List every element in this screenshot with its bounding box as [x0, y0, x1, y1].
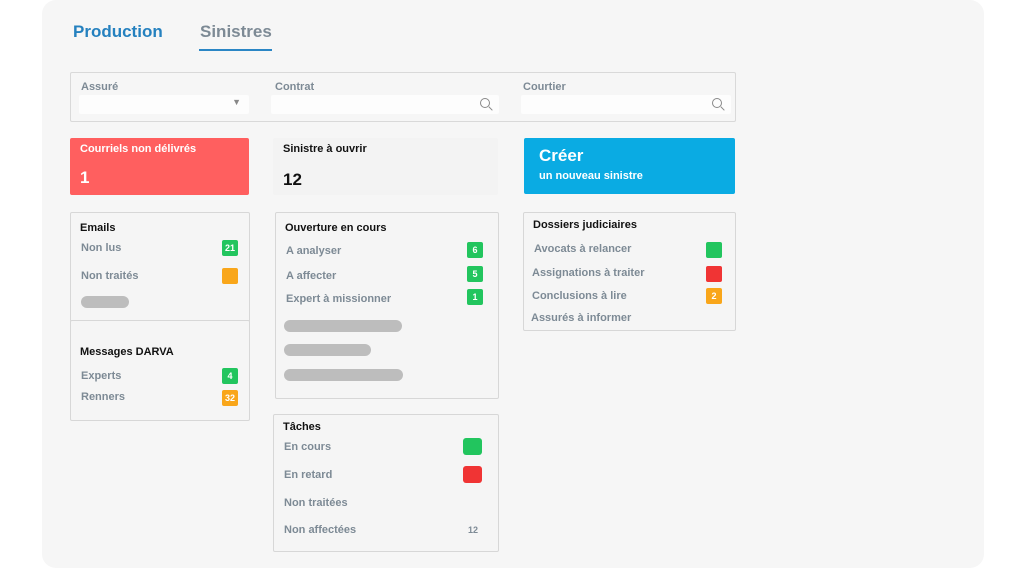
contrat-label: Contrat — [275, 81, 315, 93]
messages-darva-card: Messages DARVA Experts 4 Renners 32 — [70, 320, 250, 421]
assure-select[interactable]: ▼ — [79, 95, 249, 114]
kpi-value: 12 — [283, 170, 302, 189]
non-affectees-link[interactable]: Non affectées — [284, 524, 357, 536]
contrat-input[interactable] — [271, 95, 499, 114]
status-badge — [706, 242, 722, 258]
a-affecter-link[interactable]: A affecter — [286, 270, 337, 282]
card-title: Dossiers judiciaires — [533, 219, 637, 231]
en-retard-link[interactable]: En retard — [284, 469, 333, 481]
status-badge — [463, 466, 482, 483]
non-traites-link[interactable]: Non traités — [81, 270, 139, 282]
kpi-title: Sinistre à ouvrir — [283, 143, 367, 155]
status-badge — [706, 266, 722, 282]
chevron-down-icon: ▼ — [232, 97, 241, 107]
creer-subtitle: un nouveau sinistre — [539, 170, 643, 182]
card-title: Messages DARVA — [80, 346, 174, 358]
count-badge: 1 — [467, 289, 483, 305]
non-lus-link[interactable]: Non lus — [81, 242, 122, 254]
filter-bar: Assuré ▼ Contrat Courtier — [70, 72, 736, 122]
courtier-label: Courtier — [523, 81, 566, 93]
courriels-non-delivres-tile[interactable]: Courriels non délivrés 1 — [70, 138, 249, 195]
a-analyser-link[interactable]: A analyser — [286, 245, 342, 257]
renners-link[interactable]: Renners — [81, 391, 126, 403]
count-badge: 21 — [222, 240, 238, 256]
assignations-a-traiter-link[interactable]: Assignations à traiter — [532, 267, 645, 279]
experts-link[interactable]: Experts — [81, 370, 122, 382]
taches-card: Tâches En cours En retard Non traitées N… — [273, 414, 499, 552]
courtier-input[interactable] — [521, 95, 731, 114]
count-badge: 32 — [222, 390, 238, 406]
kpi-title: Courriels non délivrés — [80, 143, 197, 155]
active-tab-underline — [199, 49, 272, 51]
count-badge: 2 — [706, 288, 722, 304]
loading-placeholder — [81, 296, 129, 308]
count-badge: 5 — [467, 266, 483, 282]
status-badge — [222, 268, 238, 284]
kpi-value: 1 — [80, 168, 90, 187]
non-traitees-link[interactable]: Non traitées — [284, 497, 348, 509]
creer-sinistre-button[interactable]: Créer un nouveau sinistre — [524, 138, 735, 194]
loading-placeholder — [284, 369, 403, 381]
count-badge: 4 — [222, 368, 238, 384]
count-badge: 6 — [467, 242, 483, 258]
creer-title: Créer — [539, 146, 584, 165]
emails-card: Emails Non lus 21 Non traités — [70, 212, 250, 322]
search-icon[interactable] — [480, 98, 490, 108]
search-icon[interactable] — [712, 98, 722, 108]
avocats-a-relancer-link[interactable]: Avocats à relancer — [534, 243, 632, 255]
tab-production[interactable]: Production — [73, 22, 163, 41]
sinistre-a-ouvrir-tile[interactable]: Sinistre à ouvrir 12 — [273, 138, 498, 195]
expert-a-missionner-link[interactable]: Expert à missionner — [286, 293, 392, 305]
status-badge — [463, 438, 482, 455]
conclusions-a-lire-link[interactable]: Conclusions à lire — [532, 290, 627, 302]
count-value: 12 — [468, 525, 479, 535]
card-title: Tâches — [283, 421, 321, 433]
assure-label: Assuré — [81, 81, 119, 93]
card-title: Emails — [80, 222, 116, 234]
loading-placeholder — [284, 320, 402, 332]
card-title: Ouverture en cours — [285, 222, 387, 234]
dossiers-judiciaires-card: Dossiers judiciaires Avocats à relancer … — [523, 212, 736, 331]
ouverture-en-cours-card: Ouverture en cours A analyser 6 A affect… — [275, 212, 499, 399]
loading-placeholder — [284, 344, 371, 356]
assures-a-informer-link[interactable]: Assurés à informer — [531, 312, 632, 324]
tab-sinistres[interactable]: Sinistres — [200, 22, 272, 41]
en-cours-link[interactable]: En cours — [284, 441, 332, 453]
